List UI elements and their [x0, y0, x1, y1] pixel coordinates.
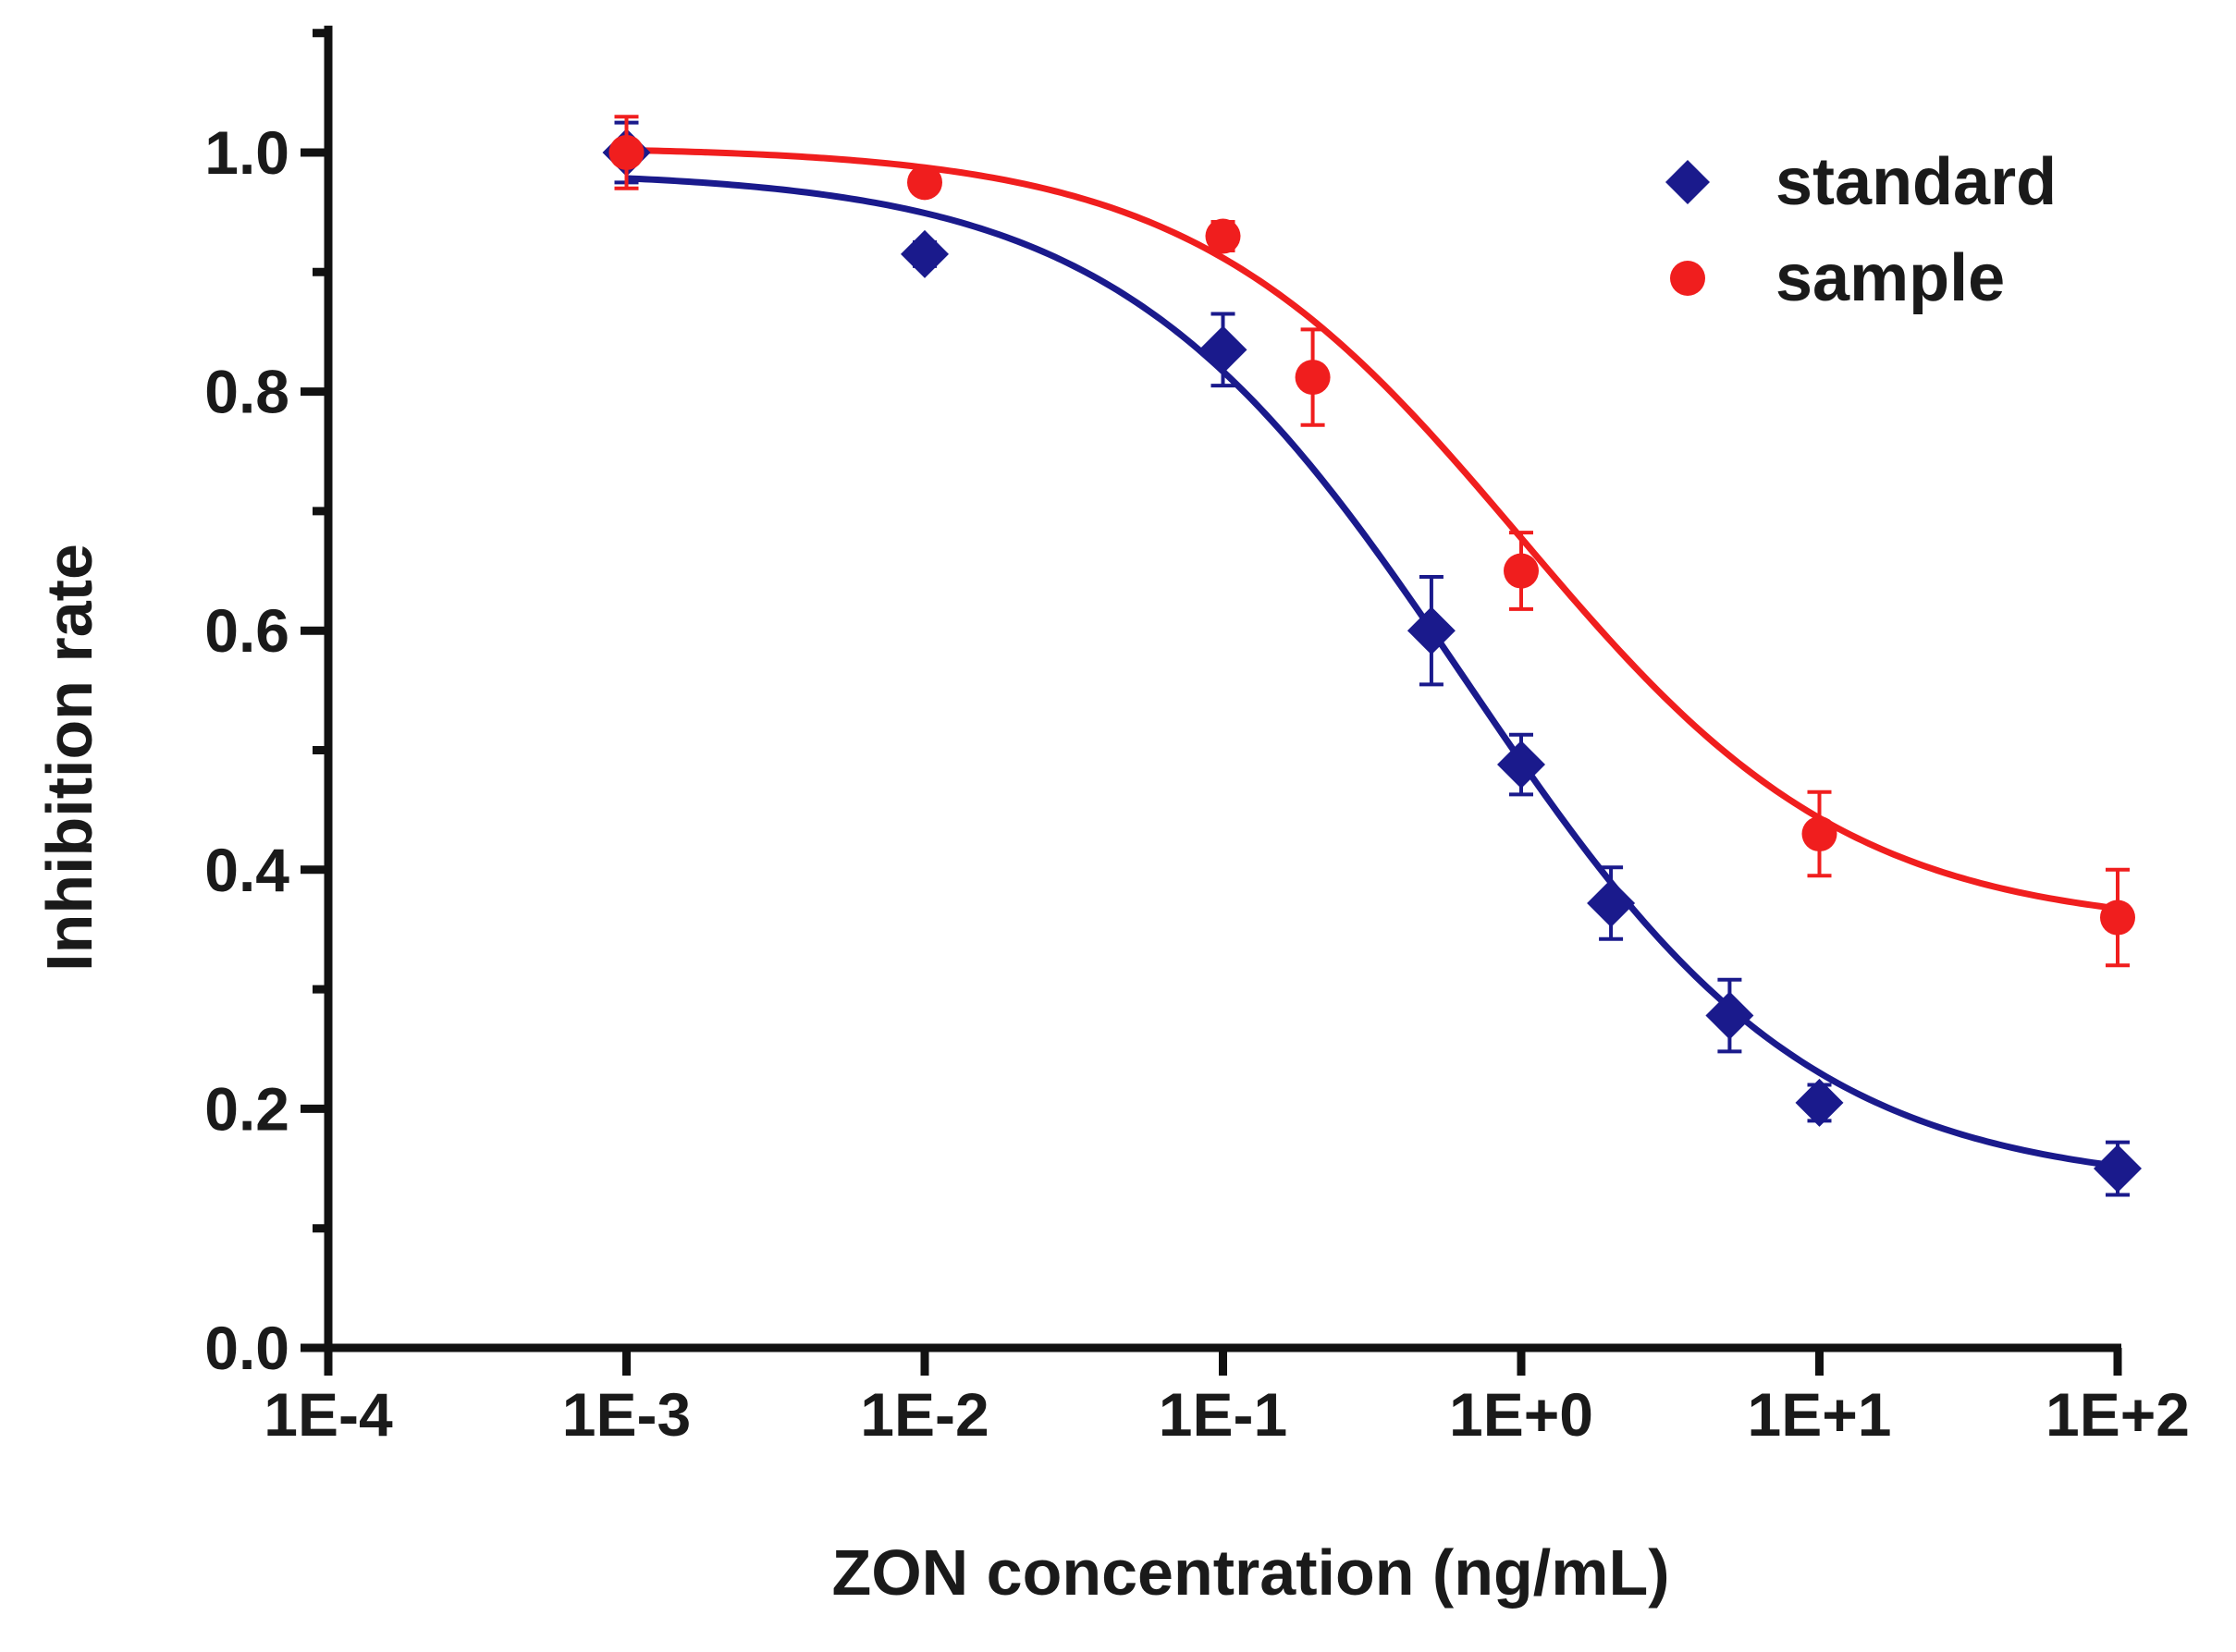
- sample-fit-curve: [626, 146, 2119, 912]
- standard-point: [2094, 1144, 2142, 1193]
- legend: standard sample: [1665, 145, 2057, 315]
- sample-point: [1295, 360, 1331, 396]
- x-tick-label: 1E+1: [1748, 1380, 1892, 1449]
- x-tick-label: 1E-4: [264, 1380, 393, 1449]
- sample-point: [608, 135, 645, 170]
- data-points: [602, 115, 2142, 1197]
- legend-sample-marker: [1670, 261, 1705, 296]
- standard-point: [901, 229, 949, 278]
- y-tick-label: 0.6: [204, 596, 289, 665]
- standard-point: [1198, 325, 1247, 374]
- labels: 0.0 0.2 0.4 0.6 0.8 1.0 1E-4 1E-3 1E-2 1E-1 1E+0 1E…: [33, 118, 2190, 1609]
- y-tick-label: 0.4: [204, 836, 289, 904]
- x-tick-label: 1E-3: [562, 1380, 691, 1449]
- x-tick-label: 1E+0: [1449, 1380, 1593, 1449]
- y-tick-label: 0.0: [204, 1314, 289, 1382]
- standard-fit-curve: [626, 175, 2119, 1169]
- x-axis-title: ZON concentration (ng/mL): [831, 1536, 1669, 1609]
- standard-point: [1795, 1078, 1844, 1127]
- sample-point: [1801, 816, 1837, 852]
- y-axis-title: Inhibition rate: [33, 544, 105, 972]
- x-tick-label: 1E-2: [860, 1380, 989, 1449]
- standard-point: [1587, 879, 1636, 928]
- standard-point: [1705, 991, 1754, 1040]
- legend-standard-label: standard: [1775, 145, 2057, 219]
- standard-point: [1497, 740, 1545, 789]
- x-tick-label: 1E+2: [2046, 1380, 2190, 1449]
- legend-standard-marker: [1665, 160, 1710, 204]
- sample-point: [907, 165, 942, 201]
- sample-point: [1504, 553, 1539, 589]
- standard-point: [1407, 606, 1456, 655]
- y-tick-label: 0.8: [204, 358, 289, 426]
- y-tick-label: 1.0: [204, 118, 289, 187]
- legend-sample-label: sample: [1775, 241, 2005, 315]
- sample-point: [2100, 899, 2135, 936]
- sample-point: [1205, 218, 1241, 254]
- axes: [301, 25, 2122, 1376]
- fit-curves: [626, 146, 2119, 1169]
- y-tick-label: 0.2: [204, 1074, 289, 1143]
- x-tick-label: 1E-1: [1159, 1380, 1287, 1449]
